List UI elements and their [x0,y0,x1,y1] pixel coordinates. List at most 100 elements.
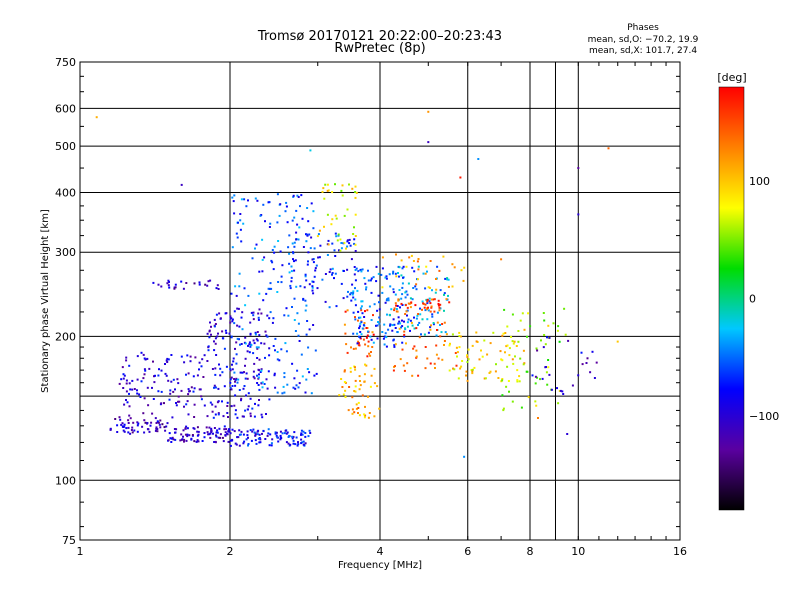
data-point [516,380,519,383]
data-point [261,416,264,419]
data-point [571,384,574,387]
data-point [339,238,342,241]
data-point [438,306,441,309]
data-point [304,442,307,445]
data-point [227,440,230,443]
data-point [252,352,255,355]
data-point [595,361,598,364]
data-point [297,238,300,241]
data-point [193,403,196,406]
data-point [246,408,249,411]
data-point [244,409,247,412]
data-point [428,300,431,303]
data-point [193,416,196,418]
data-point [348,386,351,388]
data-point [204,283,207,286]
data-point [109,427,112,430]
data-point [215,434,217,437]
data-point [297,386,300,389]
data-point [234,413,237,416]
data-point [542,312,545,314]
data-point [166,361,169,363]
data-point [459,335,462,338]
data-point [187,413,190,416]
data-point [219,367,222,370]
data-point [343,323,346,326]
data-point [481,355,484,358]
data-point [388,313,391,316]
data-point [355,267,358,270]
data-point [456,355,458,358]
data-point [136,421,139,424]
data-point [280,281,283,284]
data-point [297,334,300,337]
data-point [427,309,430,312]
data-point [191,434,194,436]
data-point [276,436,279,439]
data-point [404,296,407,299]
data-point [413,316,415,319]
data-point [354,366,356,369]
data-point [486,353,489,356]
data-point [254,333,257,336]
data-point [368,305,371,308]
data-point [349,293,352,296]
data-point [121,422,124,425]
data-point [402,265,405,268]
data-point [354,196,357,199]
data-point [407,282,410,285]
data-point [223,425,226,428]
data-point [351,187,354,190]
data-point [304,273,307,276]
data-point [465,370,468,373]
data-point [174,286,177,289]
data-point [315,372,318,375]
x-axis-ticks: 1 2 4 6 8 10 16 [77,62,687,558]
data-point [286,383,289,386]
data-point [308,429,311,432]
data-point [365,286,368,289]
data-point [342,270,345,272]
data-point [214,405,217,408]
data-point [557,325,560,328]
data-point [114,418,117,420]
data-point [401,325,404,328]
data-point [437,357,440,360]
data-point [146,386,149,389]
data-point [438,269,441,272]
data-point [406,306,409,309]
data-point [436,311,439,314]
data-point [389,324,391,327]
data-point [255,442,258,445]
data-point [231,385,234,387]
data-point [236,337,239,340]
data-point [183,405,185,408]
data-point [297,196,300,198]
data-point [463,266,466,269]
data-point [274,349,276,352]
data-point [285,350,288,353]
data-point [306,207,309,209]
data-point [305,378,308,381]
colorbar-label: [deg] [717,71,746,84]
phases-label: Phases [627,23,659,33]
data-point [552,322,555,325]
data-point [187,388,190,391]
data-point [256,374,258,377]
data-point [327,243,330,246]
data-point [331,218,334,221]
data-point [264,438,267,440]
data-point [414,304,417,307]
data-point [174,283,177,286]
data-point [177,382,180,385]
data-point [247,443,250,445]
data-point [250,439,253,442]
data-point [346,351,349,354]
data-point [306,263,309,266]
data-point [297,322,300,325]
data-point [154,429,157,432]
data-point [254,331,257,334]
data-point [218,427,221,430]
data-point [406,293,409,296]
data-point [208,329,211,332]
